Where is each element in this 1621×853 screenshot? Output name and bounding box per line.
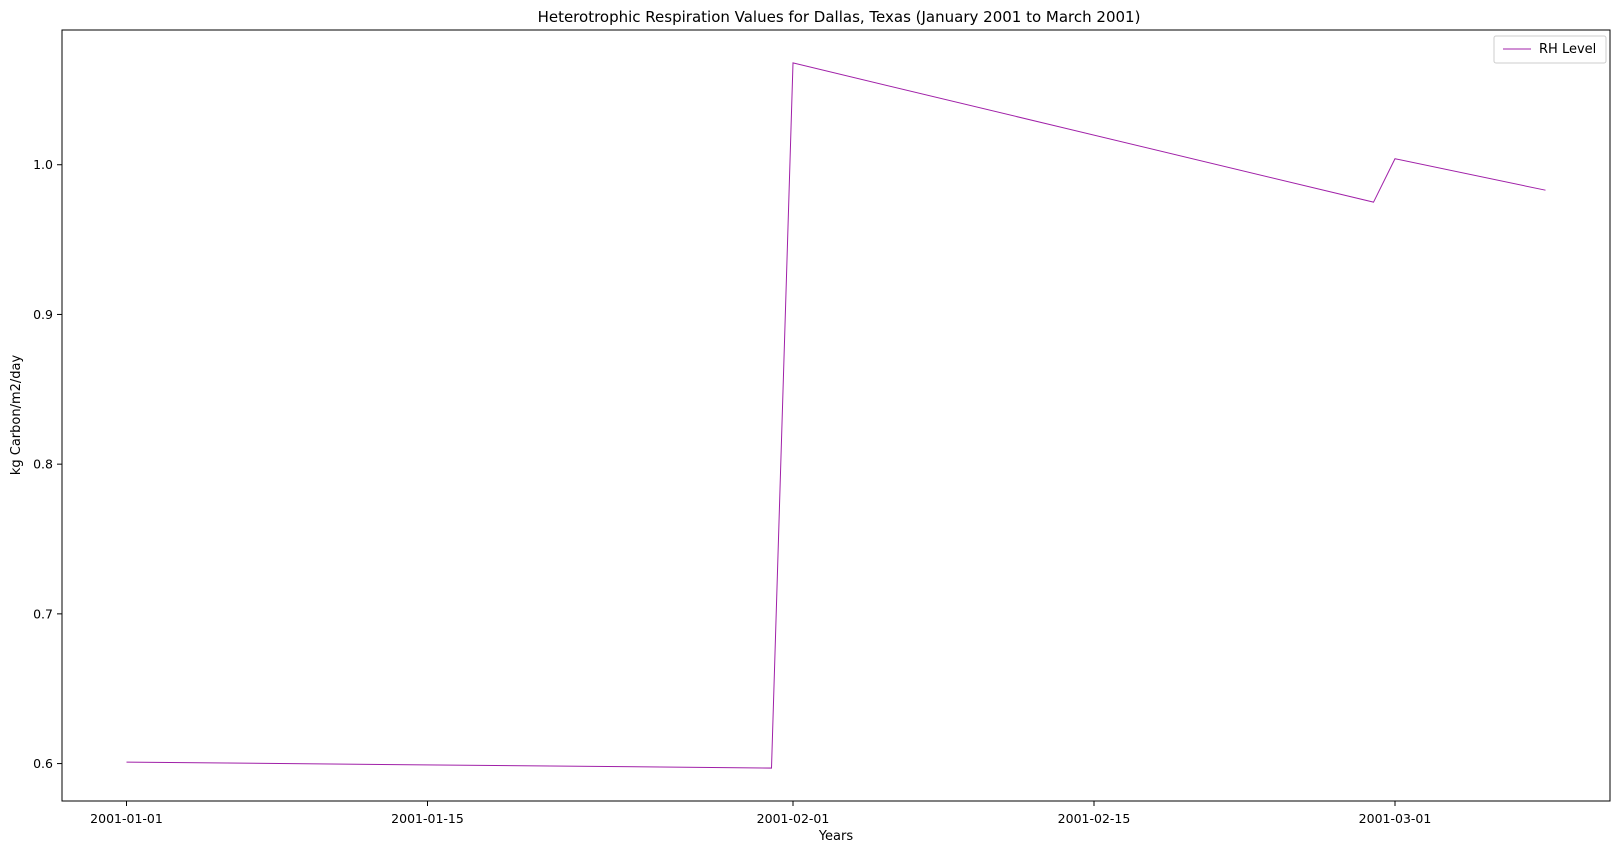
y-tick-label: 0.8 <box>33 457 53 472</box>
chart-title: Heterotrophic Respiration Values for Dal… <box>538 8 1141 26</box>
y-tick-label: 0.7 <box>33 606 53 621</box>
x-tick-label: 2001-03-01 <box>1359 811 1432 826</box>
legend-box <box>1493 35 1607 64</box>
series-layer <box>126 62 1546 769</box>
series-line-rh-level <box>126 62 1546 769</box>
y-tick-label: 0.6 <box>33 756 53 771</box>
legend: RH Level <box>1493 35 1607 64</box>
y-axis-label: kg Carbon/m2/day <box>9 355 24 476</box>
x-tick-label: 2001-01-15 <box>391 811 464 826</box>
x-axis-label: Years <box>818 829 854 844</box>
x-tick-label: 2001-01-01 <box>90 811 163 826</box>
y-axis-ticks: 0.6 0.7 0.8 0.9 1.0 <box>33 157 62 771</box>
legend-label: RH Level <box>1539 42 1596 57</box>
y-tick-label: 0.9 <box>33 307 53 322</box>
x-tick-label: 2001-02-15 <box>1058 811 1131 826</box>
x-axis-ticks: 2001-01-01 2001-01-15 2001-02-01 2001-02-15… <box>90 801 1431 826</box>
plot-area <box>61 29 1611 802</box>
y-tick-label: 1.0 <box>33 157 53 172</box>
x-tick-label: 2001-02-01 <box>757 811 830 826</box>
